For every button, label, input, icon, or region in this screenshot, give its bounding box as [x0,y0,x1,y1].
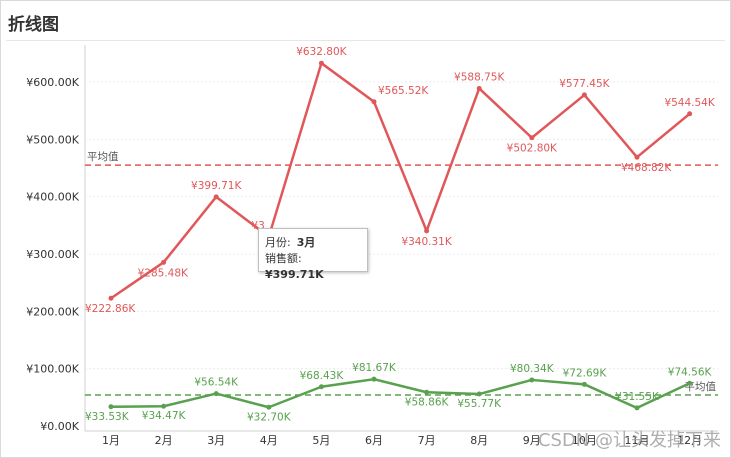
data-point [634,154,640,160]
x-tick-label: 4月 [260,434,278,447]
data-point [687,380,693,386]
data-label: ¥74.56K [668,366,713,378]
data-point [108,404,114,410]
x-tick-label: 8月 [470,434,488,447]
y-tick-label: ¥500.00K [26,133,79,146]
series-line [110,377,691,410]
data-point [687,111,693,117]
data-point [213,194,219,200]
data-label: ¥565.52K [378,85,429,97]
x-tick-label: 3月 [207,434,225,447]
tooltip-sales-value: ¥399.71K [265,268,324,281]
header-divider [6,40,725,41]
y-tick-label: ¥300.00K [26,248,79,261]
x-tick-label: 9月 [523,434,541,447]
data-point [213,391,219,397]
data-label: ¥56.54K [194,377,239,389]
average-label: 平均值 [685,380,717,393]
data-point [318,60,324,66]
data-label: ¥632.80K [296,46,347,58]
x-tick-label: 11月 [625,434,650,447]
data-point [581,92,587,98]
data-label: ¥68.43K [300,370,345,382]
x-tick-label: 5月 [312,434,330,447]
average-label: 平均值 [87,150,119,163]
data-point [371,376,377,382]
data-label: ¥285.48K [138,267,189,279]
data-label: ¥72.69K [563,367,608,379]
data-point [266,404,272,410]
data-label: ¥55.77K [457,398,502,410]
chart-title: 折线图 [8,15,59,35]
data-point [424,389,430,395]
data-label: ¥544.54K [664,97,715,109]
data-point [424,228,430,234]
data-point [108,295,114,301]
data-point [529,135,535,141]
data-label: ¥588.75K [454,71,505,83]
data-label: ¥340.31K [401,236,452,248]
x-tick-label: 12月 [677,434,702,447]
data-point [161,259,167,265]
x-tick-label: 1月 [102,434,120,447]
y-tick-label: ¥100.00K [26,363,79,376]
data-label: ¥32.70K [247,411,292,423]
y-tick-label: ¥200.00K [26,305,79,318]
data-point [318,384,324,390]
data-label: ¥34.47K [142,410,187,422]
data-tooltip: 月份: 3月 销售额: ¥399.71K [258,228,368,281]
x-tick-label: 7月 [418,434,436,447]
data-label: ¥222.86K [85,303,136,315]
data-label: ¥58.86K [405,396,450,408]
data-label: ¥31.55K [615,391,660,403]
data-point [161,403,167,409]
y-tick-label: ¥400.00K [26,191,79,204]
data-label: ¥81.67K [352,362,397,374]
data-label: ¥80.34K [510,363,555,375]
data-point [581,381,587,387]
data-label: ¥502.80K [507,143,558,155]
data-label: ¥399.71K [191,180,242,192]
data-point [371,99,377,105]
data-point [634,405,640,411]
data-label: ¥577.45K [559,78,610,90]
watermark: CSDN @让头发掉下来 [537,430,721,451]
x-tick-label: 2月 [155,434,173,447]
x-tick-label: 10月 [572,434,597,447]
data-point [476,391,482,397]
data-point [476,85,482,91]
tooltip-month-value: 3月 [296,236,316,249]
series-line [110,61,691,300]
tooltip-month-label: 月份: [265,236,291,249]
x-tick-label: 6月 [365,434,383,447]
tooltip-sales-label: 销售额: [265,252,302,265]
data-label: ¥468.82K [621,162,672,174]
data-point [529,377,535,383]
data-label: ¥33.53K [85,411,130,423]
y-tick-label: ¥0.00K [40,420,79,433]
y-tick-label: ¥600.00K [26,76,79,89]
